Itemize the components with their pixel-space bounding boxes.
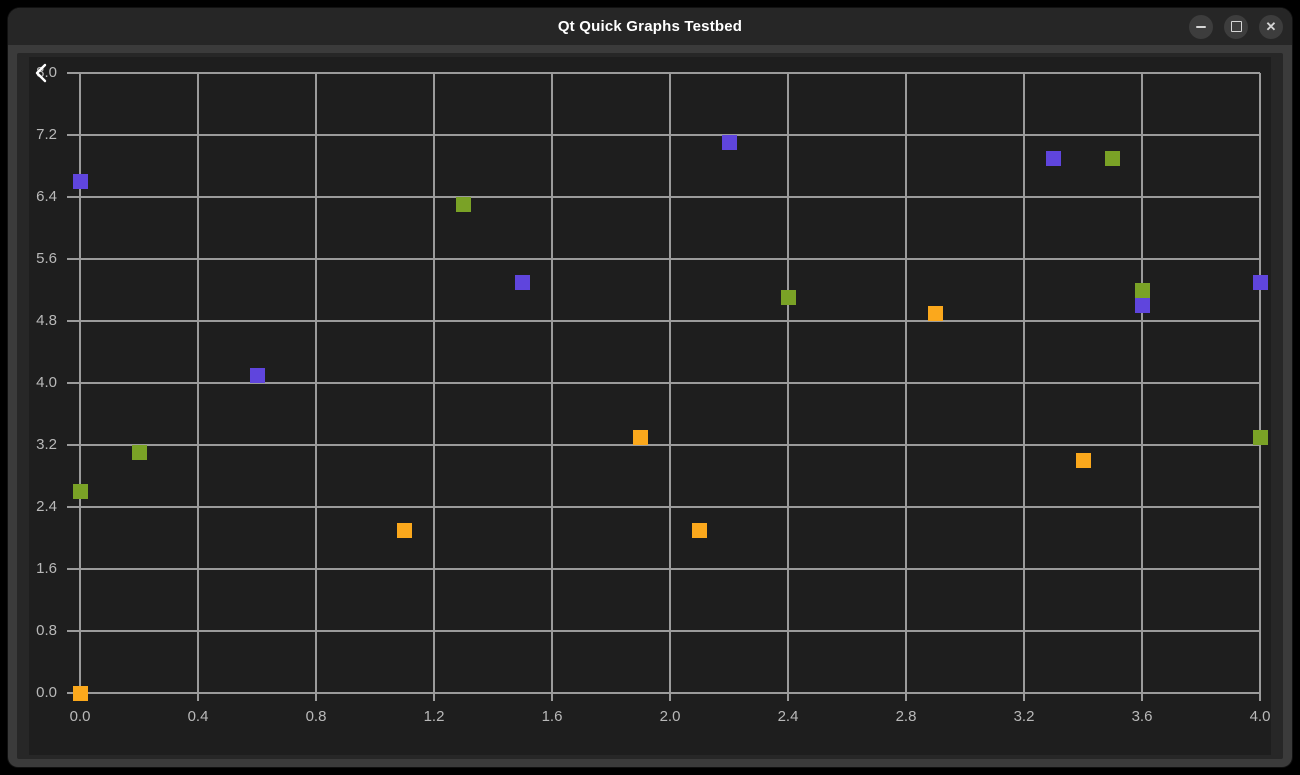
- close-button[interactable]: ✕: [1259, 14, 1283, 39]
- scatter-point-orange: [928, 305, 943, 321]
- x-tick-label: 0.8: [305, 708, 327, 725]
- grid-line-horizontal: [67, 72, 1260, 74]
- scatter-point-green: [72, 484, 88, 499]
- x-tick-label: 0.0: [69, 708, 91, 725]
- titlebar: Qt Quick Graphs Testbed ✕: [8, 8, 1292, 45]
- scatter-point-purple: [721, 135, 737, 151]
- y-tick-label: 2.4: [36, 498, 57, 515]
- grid-line-horizontal: [67, 382, 1260, 384]
- grid-line-vertical: [79, 73, 81, 701]
- scatter-point-orange: [397, 522, 412, 538]
- y-tick-label: 4.0: [36, 374, 57, 391]
- x-tick-label: 3.2: [1013, 708, 1035, 725]
- scatter-point-purple: [515, 274, 530, 290]
- scatter-point-orange: [633, 429, 648, 445]
- minimize-icon: [1196, 25, 1206, 28]
- grid-line-horizontal: [67, 320, 1260, 322]
- grid-line-vertical: [1141, 73, 1143, 701]
- scatter-point-green: [456, 197, 471, 213]
- scatter-point-purple: [72, 174, 88, 189]
- y-tick-label: 0.8: [36, 622, 57, 639]
- y-tick-label: 1.6: [36, 560, 57, 577]
- scatter-point-orange: [692, 522, 707, 538]
- x-tick-label: 1.6: [541, 708, 563, 725]
- x-tick-label: 2.4: [777, 708, 799, 725]
- grid-line-horizontal: [67, 134, 1260, 136]
- scatter-point-orange: [1075, 453, 1091, 468]
- x-tick-label: 2.0: [659, 708, 681, 725]
- y-tick-label: 6.4: [36, 188, 57, 205]
- x-tick-label: 1.2: [423, 708, 445, 725]
- scatter-point-purple: [1252, 274, 1268, 290]
- x-tick-label: 2.8: [895, 708, 917, 725]
- y-tick-label: 5.6: [36, 250, 57, 267]
- grid-line-vertical: [197, 73, 199, 701]
- window-controls: ✕: [1189, 8, 1283, 45]
- scatter-point-purple: [1134, 298, 1150, 313]
- plot-background: [29, 57, 1271, 755]
- chart-area: 0.0 0.8 1.6 2.4 3.2 4.0 4.8 5.6 6.4 7.2 8.0 0.0 0.4 0…: [17, 53, 1283, 759]
- grid-line-vertical: [787, 73, 789, 701]
- close-icon: ✕: [1265, 19, 1277, 34]
- grid-line-vertical: [1259, 73, 1261, 701]
- scatter-point-purple: [1046, 150, 1061, 166]
- grid-line-horizontal: [67, 568, 1260, 570]
- y-tick-label: 7.2: [36, 126, 57, 143]
- x-tick-label: 0.4: [187, 708, 209, 725]
- y-tick-label: 4.8: [36, 312, 57, 329]
- maximize-button[interactable]: [1224, 14, 1248, 39]
- back-icon[interactable]: [33, 62, 51, 84]
- scatter-point-green: [131, 445, 147, 461]
- scatter-point-purple: [249, 367, 265, 383]
- grid-line-horizontal: [67, 258, 1260, 260]
- grid-line-horizontal: [67, 630, 1260, 632]
- minimize-button[interactable]: [1189, 14, 1213, 39]
- scatter-point-orange: [72, 685, 88, 701]
- x-tick-label: 3.6: [1131, 708, 1153, 725]
- window-title: Qt Quick Graphs Testbed: [557, 18, 743, 35]
- grid-line-horizontal: [67, 196, 1260, 198]
- grid-line-vertical: [433, 73, 435, 701]
- scatter-point-green: [780, 290, 796, 306]
- app-window: Qt Quick Graphs Testbed ✕ 0.0 0.8 1.6 2.4 3.…: [8, 8, 1292, 767]
- x-tick-label: 4.0: [1249, 708, 1271, 725]
- grid-line-vertical: [551, 73, 553, 701]
- grid-line-horizontal: [67, 506, 1260, 508]
- grid-line-vertical: [905, 73, 907, 701]
- y-tick-label: 0.0: [36, 684, 57, 701]
- scatter-point-green: [1252, 429, 1268, 445]
- grid-line-vertical: [1023, 73, 1025, 701]
- grid-line-vertical: [669, 73, 671, 701]
- maximize-icon: [1230, 21, 1242, 32]
- grid-line-horizontal: [67, 444, 1260, 446]
- y-tick-label: 3.2: [36, 436, 57, 453]
- grid-line-vertical: [315, 73, 317, 701]
- grid-line-horizontal: [67, 692, 1260, 694]
- scatter-point-green: [1105, 150, 1120, 166]
- scatter-point-green: [1134, 282, 1150, 298]
